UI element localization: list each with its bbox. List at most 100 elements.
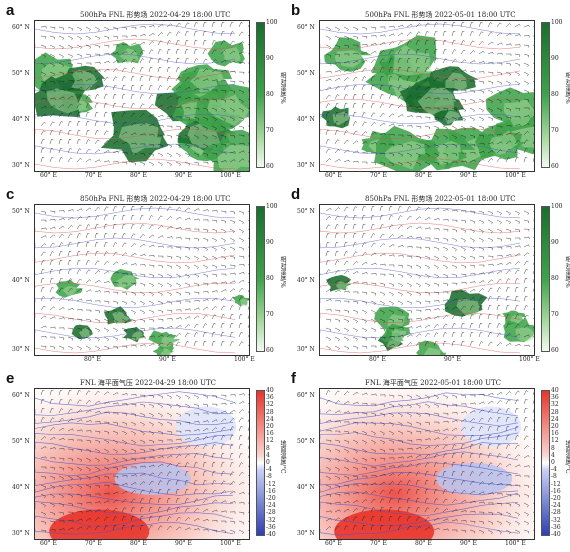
wind-barb	[334, 62, 341, 65]
wind-barb	[406, 85, 412, 91]
wind-barb	[460, 246, 466, 252]
wind-barb	[49, 475, 56, 480]
wind-barb	[85, 232, 90, 239]
wind-barb	[166, 525, 172, 531]
wind-barb	[442, 98, 449, 101]
wind-barb	[478, 501, 485, 504]
wind-barb	[469, 296, 475, 302]
wind-barb	[175, 134, 181, 139]
wind-barb	[460, 59, 467, 64]
wind-barb	[379, 430, 385, 436]
wind-barb	[424, 479, 429, 486]
wind-barb	[397, 282, 403, 288]
pressure-contour	[35, 433, 234, 447]
wind-barb	[193, 403, 200, 408]
latitude-tick-label: 60° N	[297, 24, 315, 31]
wind-barb	[157, 439, 164, 443]
wind-barb	[343, 232, 348, 239]
latitude-tick-label: 30° N	[297, 162, 315, 169]
colorbar-tick-label: 90	[266, 239, 274, 246]
wind-barb	[397, 85, 402, 91]
wind-barb	[157, 66, 162, 73]
wind-barb	[325, 250, 330, 257]
wind-barb	[193, 264, 199, 270]
wind-barb	[433, 517, 440, 522]
wind-barb	[532, 278, 534, 284]
wind-barb	[76, 429, 83, 432]
wind-barb	[112, 206, 117, 212]
wind-barb	[406, 66, 411, 73]
wind-barb	[325, 484, 331, 489]
wind-barb	[514, 529, 520, 534]
wind-barb	[433, 207, 440, 212]
wind-barb	[451, 134, 457, 140]
wind-barb	[49, 234, 56, 239]
wind-barb	[247, 426, 249, 432]
wind-barb	[139, 113, 146, 118]
wind-barb	[451, 419, 458, 423]
wind-barb	[505, 254, 512, 257]
wind-barb	[139, 524, 144, 531]
wind-barb	[496, 133, 503, 136]
wind-barb	[211, 246, 217, 252]
wind-barb	[532, 307, 534, 311]
wind-barb	[112, 59, 119, 64]
wind-barb	[361, 121, 367, 127]
wind-barb	[334, 525, 340, 531]
wind-barb	[229, 80, 236, 84]
wind-barb	[166, 236, 173, 239]
wind-barb	[388, 430, 394, 436]
wind-barb	[352, 214, 357, 221]
wind-barb	[397, 124, 404, 127]
wind-barb	[67, 148, 72, 154]
colorbar	[541, 206, 550, 352]
wind-barb	[334, 289, 341, 293]
wind-barb	[238, 401, 245, 405]
wind-barb	[460, 529, 467, 533]
wind-barb	[523, 511, 529, 517]
wind-barb	[157, 448, 164, 451]
wind-barb	[514, 295, 519, 302]
wind-barb	[388, 515, 393, 522]
latitude-tick-label: 40° N	[12, 116, 30, 123]
wind-barb	[85, 390, 91, 396]
colorbar-tick-label: -36	[551, 523, 561, 531]
colorbar-tick-label: -4	[551, 466, 557, 474]
pressure-contour	[35, 422, 234, 436]
wind-barb	[130, 58, 136, 64]
wind-barb	[58, 147, 63, 154]
wind-barb	[103, 206, 109, 212]
wind-barb	[247, 455, 249, 459]
wind-barb	[184, 421, 191, 425]
wind-barb	[334, 517, 341, 522]
wind-barb	[424, 57, 429, 64]
wind-barb	[352, 345, 359, 350]
wind-barb	[229, 21, 234, 28]
wind-barb	[157, 152, 163, 158]
wind-barb	[415, 57, 420, 64]
wind-barb	[211, 282, 218, 285]
longitude-tick-label: 100° E	[220, 540, 241, 547]
wind-barb	[505, 89, 511, 95]
wind-barb	[397, 75, 402, 82]
wind-barb	[166, 206, 172, 212]
wind-barb	[514, 474, 521, 477]
wind-barb	[487, 417, 493, 423]
wind-barb	[469, 143, 476, 147]
wind-barb	[175, 22, 181, 28]
pressure-contour	[320, 472, 519, 486]
wind-barb	[442, 30, 447, 37]
wind-barb	[451, 331, 456, 338]
wind-barb	[175, 309, 182, 312]
wind-barb	[388, 273, 395, 278]
wind-barb	[496, 71, 503, 76]
wind-barb	[103, 270, 110, 275]
wind-barb	[175, 255, 182, 260]
wind-barb	[193, 228, 200, 232]
wind-barb	[58, 35, 64, 40]
wind-barb	[211, 161, 218, 164]
wind-barb	[343, 345, 349, 350]
wind-barb	[67, 327, 74, 331]
wind-barb	[202, 453, 207, 459]
wind-barb	[202, 291, 209, 294]
